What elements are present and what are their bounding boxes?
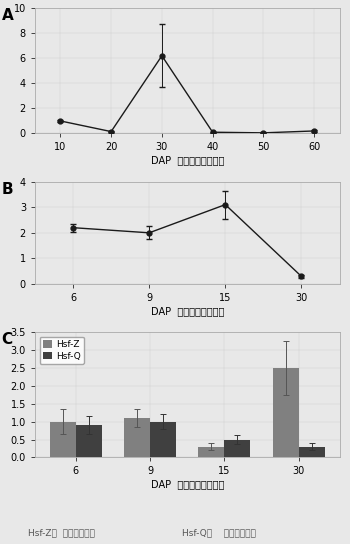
Bar <box>224 440 250 458</box>
Text: Hsf-Z：  花生足钓基因: Hsf-Z： 花生足钓基因 <box>28 528 95 537</box>
X-axis label: DAP  下针后的不同时期: DAP 下针后的不同时期 <box>150 155 224 165</box>
X-axis label: DAP  下针后的不同时期: DAP 下针后的不同时期 <box>150 306 224 316</box>
Bar <box>76 425 102 458</box>
Text: A: A <box>2 8 14 23</box>
Bar <box>124 418 150 458</box>
Legend: Hsf-Z, Hsf-Q: Hsf-Z, Hsf-Q <box>40 337 84 364</box>
Text: C: C <box>2 332 13 347</box>
Bar <box>273 368 299 458</box>
Bar <box>150 422 176 458</box>
X-axis label: DAP  下针后的不同时期: DAP 下针后的不同时期 <box>150 479 224 489</box>
Bar <box>299 447 325 458</box>
Text: B: B <box>2 182 13 196</box>
Text: Hsf-Q：    花生缺钓基因: Hsf-Q： 花生缺钓基因 <box>182 528 256 537</box>
Bar <box>50 422 76 458</box>
Bar <box>198 447 224 458</box>
